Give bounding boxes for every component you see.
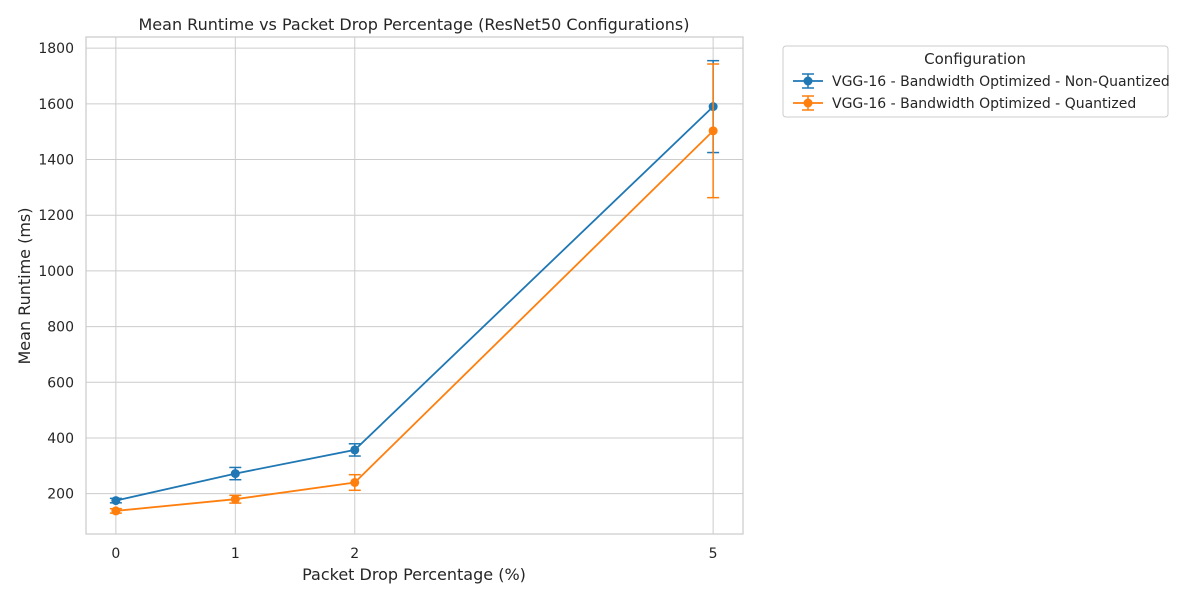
x-tick-label: 1 bbox=[231, 546, 240, 562]
y-tick-label: 1000 bbox=[38, 264, 74, 280]
y-tick-label: 800 bbox=[47, 320, 74, 336]
data-point bbox=[350, 477, 360, 487]
series-line bbox=[115, 130, 714, 512]
data-point bbox=[230, 469, 240, 479]
y-tick-label: 1600 bbox=[38, 97, 74, 113]
data-point bbox=[111, 506, 121, 516]
legend-label: VGG-16 - Bandwidth Optimized - Non-Quant… bbox=[832, 74, 1170, 90]
y-tick-label: 1800 bbox=[38, 41, 74, 57]
x-tick-label: 5 bbox=[709, 546, 718, 562]
series-line bbox=[115, 105, 714, 502]
legend-marker bbox=[793, 95, 823, 111]
series-2 bbox=[109, 63, 720, 516]
data-point bbox=[708, 126, 718, 136]
legend-items: VGG-16 - Bandwidth Optimized - Non-Quant… bbox=[793, 73, 1170, 112]
x-tick-label: 2 bbox=[350, 546, 359, 562]
grid bbox=[86, 37, 743, 534]
y-axis-label: Mean Runtime (ms) bbox=[15, 208, 34, 365]
y-tick-label: 600 bbox=[47, 375, 74, 391]
legend-label: VGG-16 - Bandwidth Optimized - Quantized bbox=[832, 96, 1136, 112]
legend-item: VGG-16 - Bandwidth Optimized - Quantized bbox=[793, 95, 1136, 112]
plot-area bbox=[85, 36, 744, 535]
legend-frame bbox=[782, 45, 1169, 118]
y-tick-label: 200 bbox=[47, 487, 74, 503]
y-tick-label: 1400 bbox=[38, 153, 74, 169]
chart-title: Mean Runtime vs Packet Drop Percentage (… bbox=[138, 15, 689, 34]
data-point bbox=[230, 494, 240, 504]
x-axis-label: Packet Drop Percentage (%) bbox=[302, 565, 526, 584]
y-tick-label: 400 bbox=[47, 431, 74, 447]
data-point bbox=[350, 445, 360, 455]
y-axis-ticks: 200 400 600 800 1000 1200 1400 1600 1800 bbox=[38, 41, 74, 502]
data-point bbox=[111, 496, 121, 506]
series-layer bbox=[109, 59, 720, 516]
legend-title: Configuration bbox=[924, 50, 1026, 68]
x-tick-label: 0 bbox=[111, 546, 120, 562]
legend-item: VGG-16 - Bandwidth Optimized - Non-Quant… bbox=[793, 73, 1170, 90]
legend: Configuration VGG-16 - Bandwidth Optimiz… bbox=[782, 45, 1170, 118]
legend-marker bbox=[793, 73, 823, 89]
x-axis-ticks: 0 1 2 5 bbox=[111, 546, 717, 562]
y-tick-label: 1200 bbox=[38, 208, 74, 224]
